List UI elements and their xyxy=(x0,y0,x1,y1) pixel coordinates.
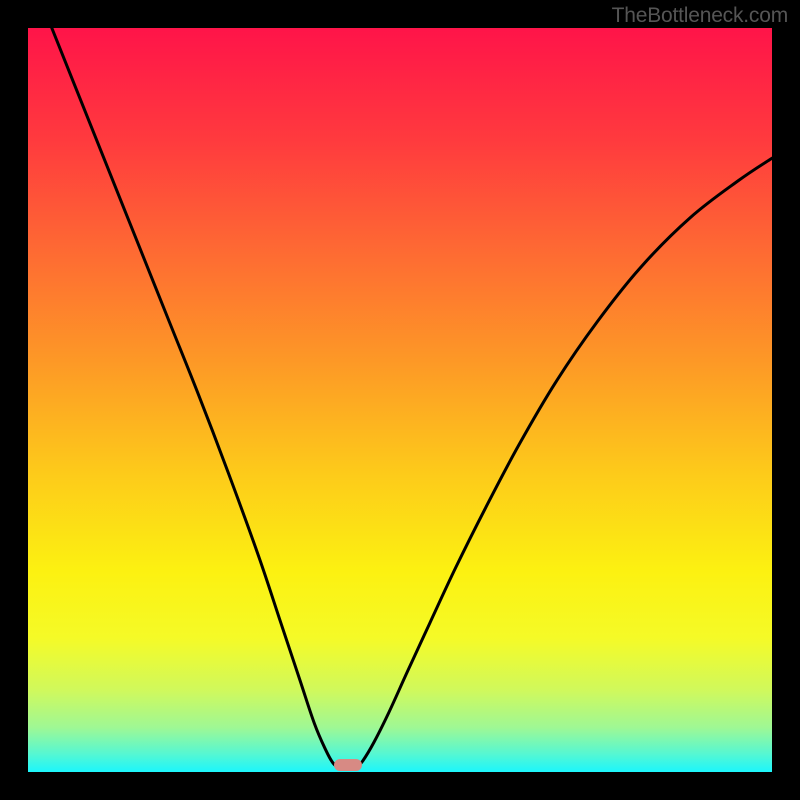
vertex-marker xyxy=(334,759,362,771)
watermark-text: TheBottleneck.com xyxy=(612,4,788,28)
plot-area xyxy=(28,28,772,772)
curve-left-branch xyxy=(52,28,341,769)
curve-right-branch xyxy=(355,158,772,769)
curve-layer xyxy=(28,28,772,772)
